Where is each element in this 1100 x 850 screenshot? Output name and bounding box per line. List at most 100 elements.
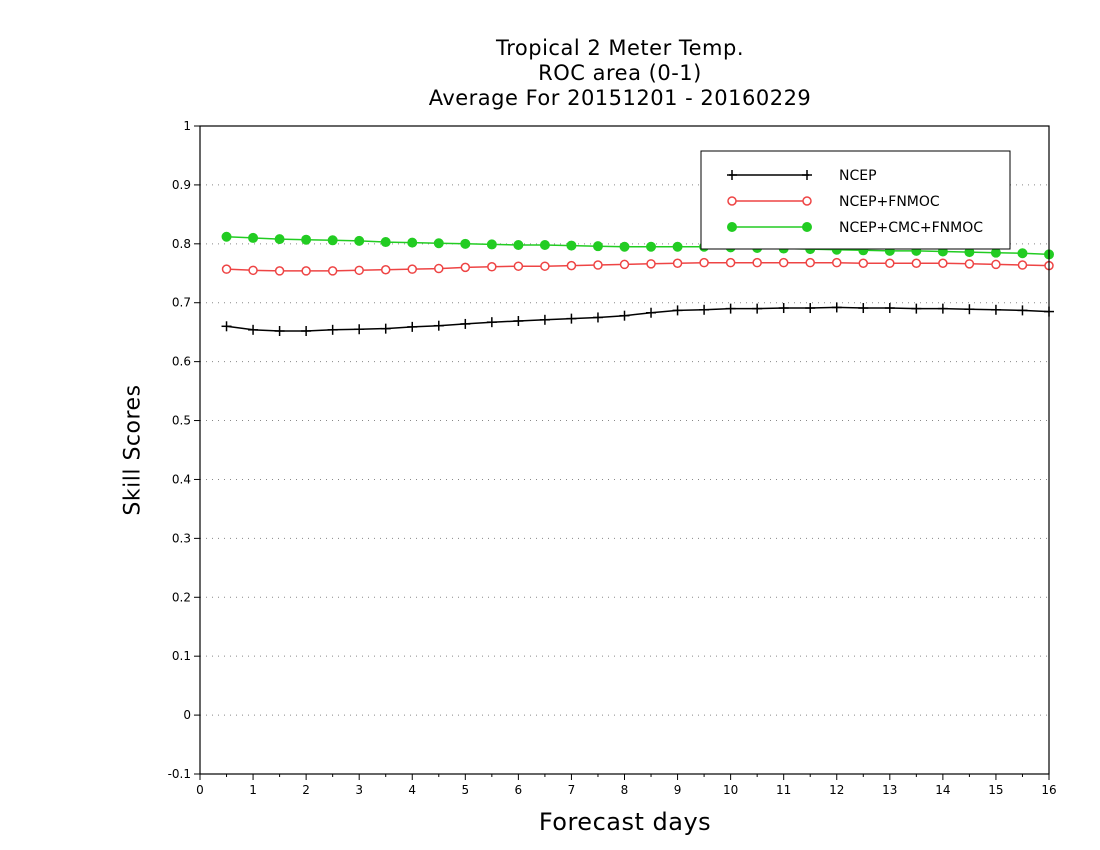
data-point-ncep-fnmoc bbox=[752, 257, 762, 268]
legend-label: NCEP bbox=[839, 168, 877, 184]
data-point-ncep bbox=[725, 303, 736, 314]
data-point-ncep bbox=[752, 303, 763, 314]
data-point-ncep-fnmoc bbox=[221, 264, 232, 274]
data-point-ncep bbox=[566, 313, 577, 324]
data-point-ncep-fnmoc bbox=[301, 266, 311, 276]
x-tick-label: 7 bbox=[568, 783, 576, 797]
legend-entry-ncep-cmc-fnmoc: NCEP+CMC+FNMOC bbox=[727, 220, 983, 236]
data-point-ncep-cmc-fnmoc bbox=[433, 238, 444, 249]
data-point-ncep-fnmoc bbox=[858, 258, 869, 269]
x-tick-label: 0 bbox=[196, 783, 204, 797]
legend-box bbox=[700, 150, 1011, 250]
data-point-ncep-fnmoc bbox=[1017, 260, 1028, 270]
data-point-ncep bbox=[884, 303, 895, 314]
data-point-ncep bbox=[699, 304, 710, 315]
chart-title-line-2: ROC area (0-1) bbox=[538, 61, 702, 85]
data-point-ncep-fnmoc bbox=[380, 264, 391, 275]
data-point-ncep-fnmoc bbox=[460, 262, 471, 273]
data-point-ncep bbox=[327, 324, 338, 335]
data-point-ncep bbox=[460, 318, 471, 329]
x-tick-label: 10 bbox=[723, 783, 738, 797]
series-ncep bbox=[221, 302, 1054, 337]
data-point-ncep-fnmoc bbox=[832, 257, 842, 268]
data-point-ncep-fnmoc bbox=[725, 257, 736, 268]
y-tick-label: 0.7 bbox=[172, 296, 191, 310]
data-point-ncep bbox=[354, 324, 365, 335]
data-point-ncep-cmc-fnmoc bbox=[327, 235, 338, 246]
data-point-ncep-cmc-fnmoc bbox=[248, 232, 259, 243]
data-point-ncep-fnmoc bbox=[540, 261, 550, 271]
series-line-ncep-fnmoc bbox=[226, 261, 1050, 272]
data-point-ncep bbox=[1017, 305, 1028, 316]
x-tick-label: 6 bbox=[515, 783, 523, 797]
x-tick-label: 14 bbox=[935, 783, 950, 797]
data-point-ncep bbox=[672, 305, 683, 316]
data-point-ncep-cmc-fnmoc bbox=[539, 239, 550, 250]
data-point-ncep-fnmoc bbox=[991, 259, 1001, 270]
x-tick-label: 9 bbox=[674, 783, 682, 797]
data-point-ncep-fnmoc bbox=[805, 257, 815, 268]
data-point-ncep bbox=[937, 303, 948, 314]
data-point-ncep-cmc-fnmoc bbox=[274, 234, 285, 245]
x-tick-label: 1 bbox=[249, 783, 257, 797]
y-tick-label: 1 bbox=[183, 119, 191, 133]
data-point-ncep bbox=[301, 326, 312, 337]
data-point-ncep-cmc-fnmoc bbox=[1017, 248, 1028, 259]
y-axis-label: Skill Scores bbox=[120, 384, 146, 516]
legend-label: NCEP+CMC+FNMOC bbox=[839, 220, 983, 236]
chart-title-line-3: Average For 20151201 - 20160229 bbox=[428, 86, 812, 110]
legend-marker-end bbox=[802, 196, 812, 206]
data-point-ncep-cmc-fnmoc bbox=[672, 241, 683, 252]
data-point-ncep-cmc-fnmoc bbox=[221, 231, 232, 242]
data-point-ncep-cmc-fnmoc bbox=[619, 241, 630, 252]
data-point-ncep-fnmoc bbox=[487, 262, 497, 272]
y-tick-label: 0.6 bbox=[172, 355, 191, 369]
data-point-ncep bbox=[248, 324, 259, 335]
legend: NCEP NCEP+FNMOC NCEP+CMC+FNMOC bbox=[700, 150, 1011, 250]
x-tick-label: 5 bbox=[461, 783, 469, 797]
data-point-ncep-cmc-fnmoc bbox=[380, 237, 391, 248]
data-point-ncep-cmc-fnmoc bbox=[990, 247, 1001, 258]
x-axis-label: Forecast days bbox=[538, 808, 712, 836]
x-tick-label: 8 bbox=[621, 783, 629, 797]
x-tick-label: 16 bbox=[1041, 783, 1056, 797]
data-point-ncep bbox=[805, 303, 816, 314]
legend-marker-end bbox=[802, 170, 812, 180]
data-point-ncep-cmc-fnmoc bbox=[486, 239, 497, 250]
y-tick-label: 0.2 bbox=[172, 590, 191, 604]
data-point-ncep-fnmoc bbox=[513, 261, 524, 271]
y-tick-label: 0.9 bbox=[172, 178, 191, 192]
data-point-ncep-fnmoc bbox=[354, 265, 364, 276]
y-tick-label: 0 bbox=[183, 708, 191, 722]
legend-label: NCEP+FNMOC bbox=[839, 194, 940, 210]
y-tick-label: 0.3 bbox=[172, 531, 191, 545]
axis-ticks: -0.100.10.20.30.40.50.60.70.80.910 1 2 3 4 5 6… bbox=[168, 119, 1057, 797]
data-point-ncep bbox=[964, 304, 975, 315]
data-point-ncep-cmc-fnmoc bbox=[566, 240, 577, 251]
data-point-ncep bbox=[646, 307, 657, 318]
legend-marker-start bbox=[727, 170, 737, 180]
data-point-ncep bbox=[221, 321, 232, 332]
data-point-ncep bbox=[486, 317, 497, 328]
data-point-ncep bbox=[831, 302, 842, 313]
data-point-ncep-fnmoc bbox=[672, 258, 683, 269]
data-point-ncep-cmc-fnmoc bbox=[354, 235, 365, 246]
data-point-ncep bbox=[380, 323, 391, 334]
series-line-ncep bbox=[226, 306, 1050, 332]
x-tick-label: 3 bbox=[355, 783, 363, 797]
data-point-ncep-fnmoc bbox=[885, 258, 895, 269]
data-point-ncep bbox=[407, 321, 418, 332]
data-point-ncep bbox=[619, 310, 630, 321]
data-point-ncep-fnmoc bbox=[434, 263, 444, 274]
data-point-ncep bbox=[539, 314, 550, 325]
plot-frame bbox=[199, 125, 1050, 775]
x-tick-label: 15 bbox=[988, 783, 1003, 797]
y-tick-label: 0.8 bbox=[172, 237, 191, 251]
series-ncep-fnmoc bbox=[221, 257, 1054, 276]
data-point-ncep bbox=[778, 303, 789, 314]
data-point-ncep-fnmoc bbox=[964, 259, 975, 269]
y-tick-label: 0.5 bbox=[172, 414, 191, 428]
data-point-ncep-fnmoc bbox=[778, 257, 789, 268]
data-point-ncep-cmc-fnmoc bbox=[460, 238, 471, 249]
